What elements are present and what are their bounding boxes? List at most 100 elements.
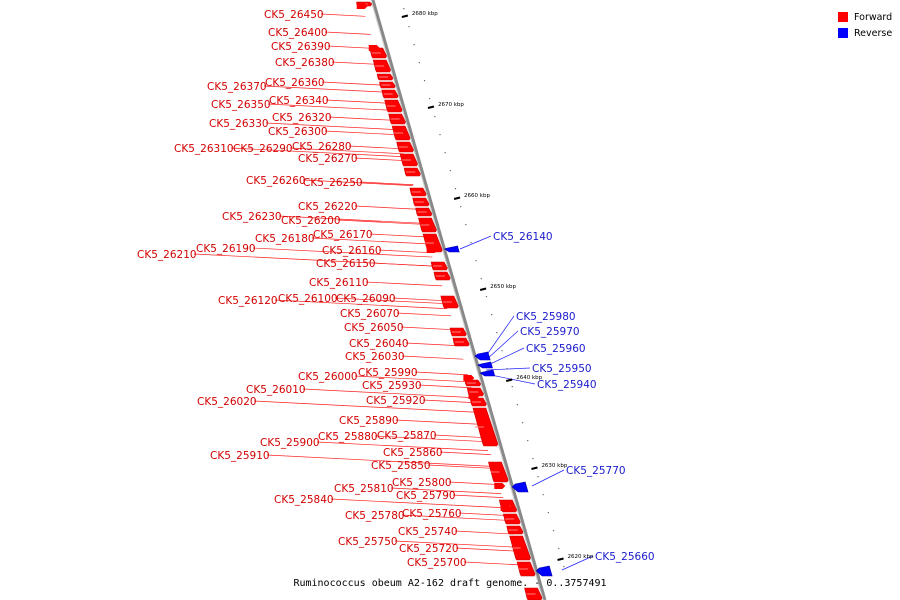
- forward-gene-label: CK5_26200: [281, 215, 341, 227]
- scale-dot: [527, 440, 529, 442]
- reverse-gene: [477, 361, 493, 369]
- forward-leader-line: [328, 116, 395, 121]
- forward-gene-label: CK5_26230: [222, 211, 282, 223]
- scale-dot: [444, 152, 446, 154]
- forward-leader-line: [253, 400, 477, 413]
- forward-gene-label: CK5_25800: [392, 477, 452, 489]
- forward-leader-line: [325, 99, 390, 104]
- forward-gene-label: CK5_26190: [196, 243, 256, 255]
- reverse-gene-label: CK5_25770: [566, 465, 626, 477]
- forward-gene-label: CK5_26150: [316, 258, 376, 270]
- forward-gene-label: CK5_26210: [137, 249, 197, 261]
- scale-dot: [501, 350, 503, 352]
- forward-leader-line: [365, 281, 443, 287]
- kbp-tick-label: 2640 kbp: [516, 375, 542, 381]
- forward-gene-label: CK5_25700: [407, 557, 467, 569]
- forward-swatch: [838, 12, 848, 22]
- forward-leader-line: [454, 530, 514, 535]
- forward-leader-line: [230, 147, 404, 158]
- forward-gene-label: CK5_26070: [340, 308, 400, 320]
- forward-leader-line: [274, 299, 448, 310]
- forward-leader-line: [372, 262, 437, 267]
- forward-gene-label: CK5_26220: [298, 201, 358, 213]
- forward-gene-label: CK5_25810: [334, 483, 394, 495]
- forward-gene-label: CK5_25760: [402, 508, 462, 520]
- forward-gene-label: CK5_26030: [345, 351, 405, 363]
- forward-gene-label: CK5_26350: [211, 99, 271, 111]
- reverse-leader-line: [485, 315, 515, 357]
- forward-gene-label: CK5_26120: [218, 295, 278, 307]
- forward-leader-line: [378, 249, 433, 254]
- forward-gene-label: CK5_25930: [362, 380, 422, 392]
- scale-dot: [558, 548, 560, 550]
- forward-leader-line: [439, 451, 491, 455]
- forward-leader-line: [455, 547, 519, 552]
- scale-dot: [552, 530, 555, 532]
- forward-gene-label: CK5_25890: [339, 415, 399, 427]
- forward-gene-small: [368, 45, 380, 51]
- forward-gene-small: [463, 375, 475, 381]
- forward-leader-line: [418, 384, 472, 389]
- scale-dot: [475, 260, 477, 262]
- reverse-gene: [535, 565, 553, 577]
- scale-dot: [568, 584, 570, 586]
- forward-leader-line: [400, 326, 456, 331]
- scale-dot: [439, 134, 441, 136]
- scale-dot: [429, 98, 431, 100]
- forward-gene-label: CK5_25880: [318, 431, 378, 443]
- axis-line: [371, 0, 547, 600]
- forward-leader-line: [327, 45, 375, 49]
- forward-gene-label: CK5_25850: [371, 460, 431, 472]
- forward-leader-line: [330, 498, 505, 509]
- reverse-leader-line: [531, 469, 565, 487]
- forward-leader-line: [337, 219, 425, 225]
- reverse-gene-label: CK5_25970: [520, 326, 580, 338]
- forward-gene-label: CK5_25740: [398, 526, 458, 538]
- legend: Forward Reverse: [838, 9, 892, 41]
- scale-dot: [403, 8, 405, 10]
- kbp-tick-label: 2620 kbp: [568, 554, 594, 560]
- forward-leader-line: [302, 388, 473, 398]
- reverse-leader-line: [485, 330, 519, 361]
- kbp-tick-label: 2630 kbp: [541, 463, 567, 469]
- forward-gene-label: CK5_26360: [265, 77, 325, 89]
- kbp-tick-label: 2660 kbp: [464, 193, 490, 199]
- kbp-tick-label: 2680 kbp: [412, 11, 438, 17]
- forward-leader-line: [422, 399, 476, 404]
- forward-gene-label: CK5_26290: [233, 143, 293, 155]
- scale-dot: [423, 80, 426, 82]
- forward-leader-line: [401, 355, 464, 360]
- forward-gene-label: CK5_26320: [272, 112, 332, 124]
- axis-highlight: [370, 0, 544, 600]
- kbp-tick-label: 2650 kbp: [490, 284, 516, 290]
- forward-leader-line: [427, 464, 495, 469]
- forward-gene-small: [426, 247, 438, 253]
- forward-leader-line: [278, 215, 424, 224]
- forward-gene-label: CK5_26010: [246, 384, 306, 396]
- scale-dot: [418, 62, 420, 64]
- forward-gene-label: CK5_26390: [271, 41, 331, 53]
- forward-leader-line: [321, 81, 385, 86]
- forward-gene-label: CK5_26340: [269, 95, 329, 107]
- reverse-gene: [443, 245, 460, 253]
- reverse-gene-label: CK5_26140: [493, 231, 553, 243]
- forward-leader-line: [463, 561, 523, 566]
- scale-dot: [521, 422, 524, 424]
- forward-gene-label: CK5_26370: [207, 81, 267, 93]
- forward-leader-line: [390, 487, 502, 494]
- leader-lines: [193, 13, 594, 571]
- reverse-leader-line: [485, 367, 531, 371]
- forward-leader-line: [265, 122, 397, 130]
- scale-dot: [485, 296, 488, 298]
- reverse-swatch: [838, 28, 848, 38]
- reverse-leader-line: [561, 555, 594, 571]
- forward-gene-label: CK5_25900: [260, 437, 320, 449]
- forward-leader-line: [316, 441, 489, 452]
- forward-gene-label: CK5_26250: [303, 177, 363, 189]
- legend-reverse-label: Reverse: [854, 27, 893, 39]
- forward-gene-label: CK5_26100: [278, 293, 338, 305]
- forward-gene-label: CK5_25920: [366, 395, 426, 407]
- kbp-tick: [505, 378, 513, 382]
- scale-dot: [542, 494, 544, 496]
